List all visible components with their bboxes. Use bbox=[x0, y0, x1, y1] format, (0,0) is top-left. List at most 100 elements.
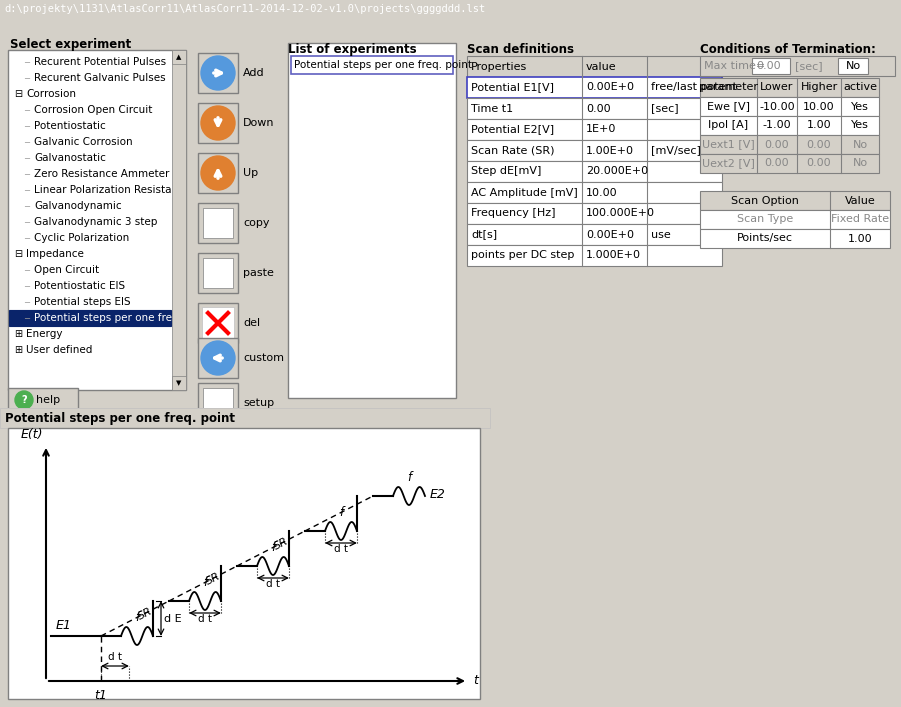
Text: Scan Option: Scan Option bbox=[731, 196, 799, 206]
Text: Potential steps per one fre: Potential steps per one fre bbox=[34, 313, 172, 323]
Text: 0.00: 0.00 bbox=[806, 158, 832, 168]
Text: d t: d t bbox=[198, 614, 212, 624]
Bar bbox=[203, 208, 233, 238]
Text: ─: ─ bbox=[24, 105, 29, 115]
Text: Corrosion Open Circuit: Corrosion Open Circuit bbox=[34, 105, 152, 115]
Text: 10.00: 10.00 bbox=[586, 187, 617, 197]
Text: Up: Up bbox=[243, 168, 258, 178]
Text: Step dE[mV]: Step dE[mV] bbox=[471, 167, 542, 177]
Bar bbox=[288, 43, 456, 398]
Text: Potential steps per one freq. point: Potential steps per one freq. point bbox=[294, 60, 472, 70]
Text: f: f bbox=[135, 611, 139, 624]
Text: d t: d t bbox=[108, 652, 122, 662]
Text: SR: SR bbox=[136, 606, 154, 621]
Text: 1.00: 1.00 bbox=[806, 120, 832, 131]
Text: ─: ─ bbox=[24, 57, 29, 66]
Bar bbox=[838, 58, 868, 74]
Bar bbox=[198, 303, 238, 343]
Bar bbox=[752, 58, 790, 74]
Text: ─: ─ bbox=[24, 185, 29, 194]
Text: paste: paste bbox=[243, 268, 274, 278]
Text: 0.00: 0.00 bbox=[765, 139, 789, 149]
Text: Open Circuit: Open Circuit bbox=[34, 265, 99, 275]
Bar bbox=[700, 210, 890, 229]
Text: Down: Down bbox=[243, 118, 275, 128]
Text: Galvanodynamic 3 step: Galvanodynamic 3 step bbox=[34, 217, 158, 227]
Text: E(t): E(t) bbox=[21, 428, 43, 441]
Text: d t: d t bbox=[266, 579, 280, 589]
Text: Recurent Potential Pulses: Recurent Potential Pulses bbox=[34, 57, 166, 67]
Text: Recurent Galvanic Pulses: Recurent Galvanic Pulses bbox=[34, 73, 166, 83]
Bar bbox=[700, 116, 879, 135]
Text: ?: ? bbox=[22, 395, 27, 405]
Text: ─: ─ bbox=[24, 137, 29, 146]
Bar bbox=[467, 140, 722, 161]
Bar bbox=[172, 376, 186, 390]
Text: free/last potent: free/last potent bbox=[651, 83, 737, 93]
Bar bbox=[172, 50, 186, 64]
Bar bbox=[467, 182, 722, 203]
Text: Uext2 [V]: Uext2 [V] bbox=[702, 158, 755, 168]
Bar bbox=[467, 56, 722, 77]
Circle shape bbox=[15, 391, 33, 409]
Text: ─: ─ bbox=[24, 170, 29, 178]
Text: Conditions of Termination:: Conditions of Termination: bbox=[700, 43, 876, 56]
Text: Potential steps EIS: Potential steps EIS bbox=[34, 297, 131, 307]
Text: Corrosion: Corrosion bbox=[26, 89, 76, 99]
Text: No: No bbox=[852, 139, 868, 149]
Text: 100.000E+0: 100.000E+0 bbox=[586, 209, 655, 218]
Text: Yes: Yes bbox=[851, 120, 869, 131]
Text: Potential E2[V]: Potential E2[V] bbox=[471, 124, 554, 134]
Text: f: f bbox=[407, 471, 411, 484]
Circle shape bbox=[201, 56, 235, 90]
Text: ─: ─ bbox=[24, 74, 29, 83]
Circle shape bbox=[201, 106, 235, 140]
Text: No: No bbox=[852, 158, 868, 168]
Bar bbox=[700, 154, 879, 173]
Text: ⊞: ⊞ bbox=[14, 329, 23, 339]
Text: Ipol [A]: Ipol [A] bbox=[708, 120, 749, 131]
Bar bbox=[467, 224, 722, 245]
Text: del: del bbox=[243, 318, 260, 328]
Text: 0.00: 0.00 bbox=[765, 158, 789, 168]
Text: SR: SR bbox=[205, 571, 222, 586]
Text: Scan definitions: Scan definitions bbox=[467, 43, 574, 56]
Text: E1: E1 bbox=[56, 619, 72, 632]
Text: Value: Value bbox=[844, 196, 876, 206]
Text: Potential steps per one freq. point: Potential steps per one freq. point bbox=[5, 411, 235, 424]
Bar bbox=[198, 383, 238, 423]
Text: 1.00E+0: 1.00E+0 bbox=[586, 146, 634, 156]
Bar bbox=[202, 307, 234, 339]
Text: value: value bbox=[586, 62, 616, 71]
Text: ─: ─ bbox=[24, 122, 29, 131]
Bar bbox=[700, 229, 890, 248]
Text: ─: ─ bbox=[24, 201, 29, 211]
Bar bbox=[8, 428, 480, 699]
Text: ─: ─ bbox=[24, 233, 29, 243]
Text: 1E+0: 1E+0 bbox=[586, 124, 616, 134]
Bar bbox=[291, 56, 453, 74]
Text: Points/sec: Points/sec bbox=[737, 233, 793, 243]
Text: Energy: Energy bbox=[26, 329, 62, 339]
Text: ⊟: ⊟ bbox=[14, 249, 23, 259]
Text: Lower: Lower bbox=[760, 83, 794, 93]
Text: ⊞: ⊞ bbox=[14, 345, 23, 355]
Bar bbox=[467, 119, 722, 140]
Bar bbox=[198, 338, 238, 378]
Text: [mV/sec]: [mV/sec] bbox=[651, 146, 701, 156]
Text: Scan Type: Scan Type bbox=[737, 214, 793, 225]
Circle shape bbox=[201, 341, 235, 375]
Text: Linear Polarization Resista: Linear Polarization Resista bbox=[34, 185, 171, 195]
Bar bbox=[198, 53, 238, 93]
Text: f: f bbox=[339, 506, 343, 519]
Bar bbox=[198, 253, 238, 293]
Text: ▲: ▲ bbox=[177, 54, 182, 60]
Text: Galvanodynamic: Galvanodynamic bbox=[34, 201, 122, 211]
Text: 1.000E+0: 1.000E+0 bbox=[586, 250, 641, 260]
Text: SR: SR bbox=[272, 536, 290, 551]
Text: points per DC step: points per DC step bbox=[471, 250, 574, 260]
Text: use: use bbox=[651, 230, 670, 240]
Circle shape bbox=[201, 156, 235, 190]
Text: help: help bbox=[36, 395, 60, 405]
Text: d E: d E bbox=[164, 614, 182, 624]
